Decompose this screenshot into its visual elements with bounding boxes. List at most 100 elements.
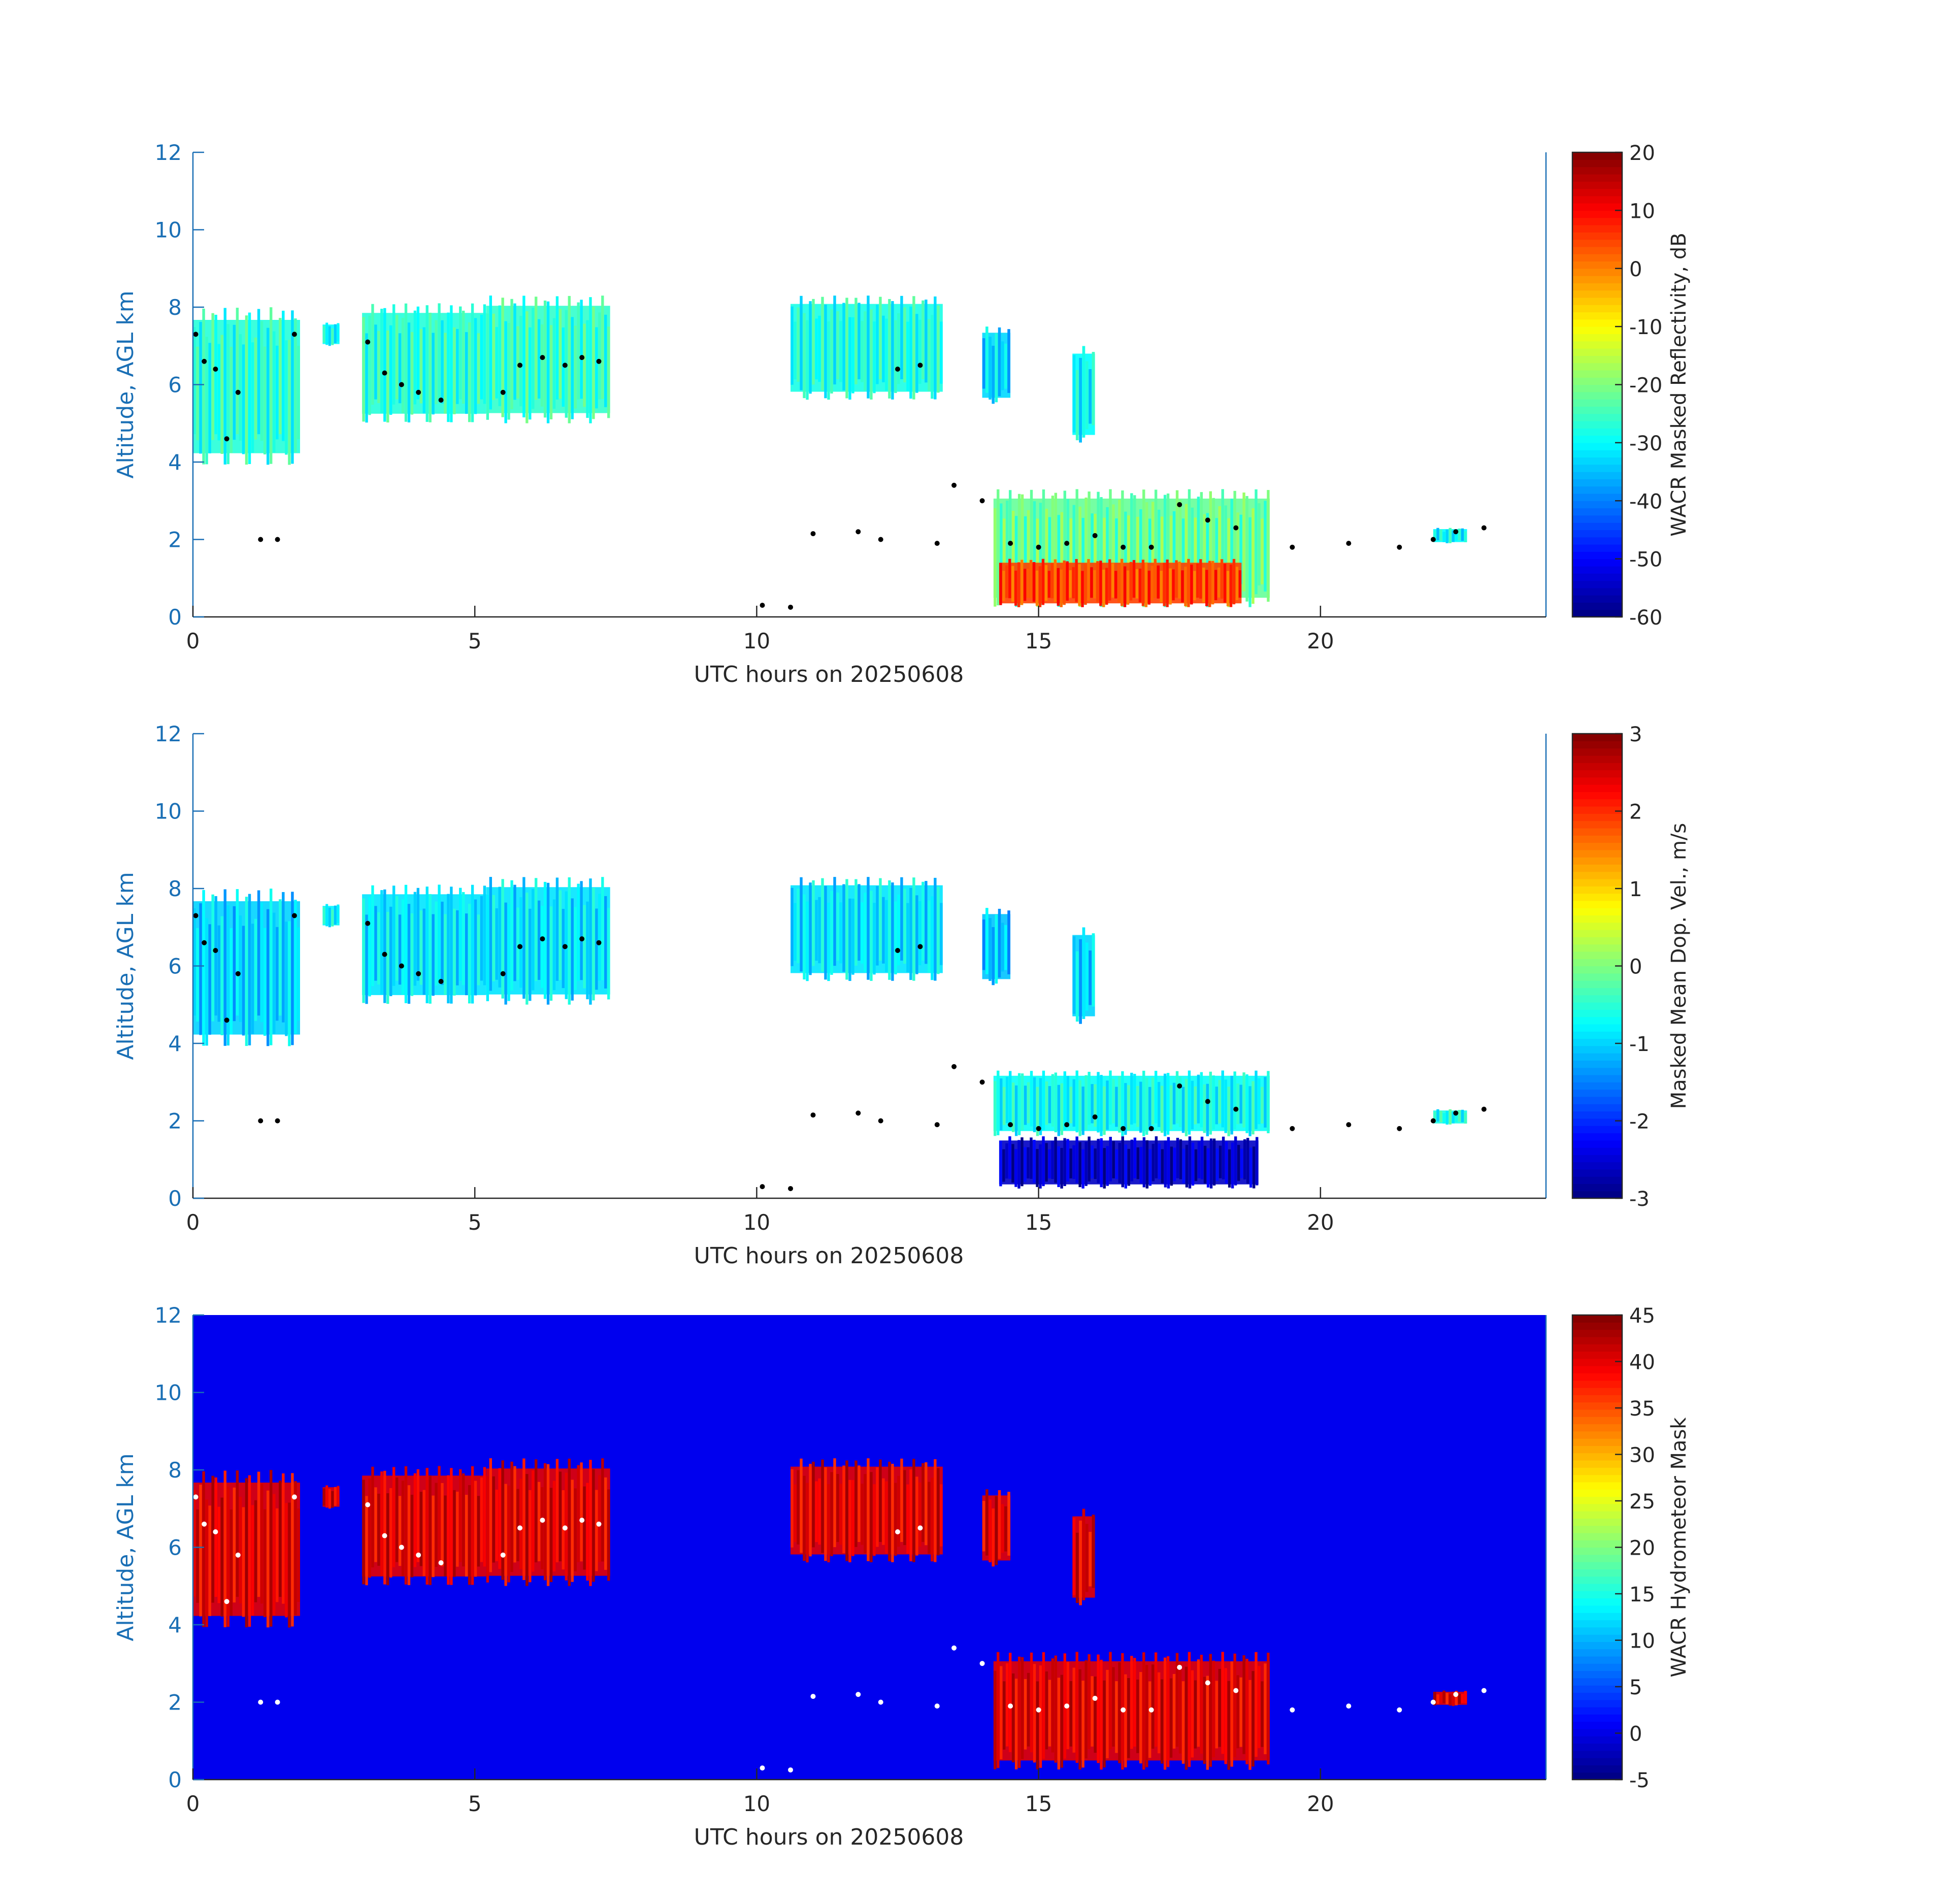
echo-streak [1191, 507, 1194, 595]
echo-streak [873, 321, 876, 393]
echo-streak [815, 318, 818, 380]
cloud-base-point [416, 971, 421, 976]
echo-streak [1096, 561, 1099, 602]
echo-streak [282, 1473, 285, 1604]
echo-streak [538, 900, 541, 980]
colorbar-swatch [1572, 246, 1622, 254]
echo-streak [812, 880, 815, 966]
echo-streak [456, 1491, 459, 1567]
echo-streak [1120, 559, 1124, 606]
echo-streak [864, 893, 867, 972]
echo-streak [937, 887, 940, 974]
echo-streak [1442, 532, 1445, 542]
echo-streak [574, 907, 577, 990]
echo-streak [1089, 1532, 1092, 1587]
echo-streak [604, 314, 607, 407]
cloud-base-point [399, 1545, 404, 1550]
y-tick-label: 8 [168, 295, 182, 320]
echo-streak [1118, 1662, 1121, 1763]
echo-streak [800, 1458, 803, 1553]
cloud-base-point [365, 921, 371, 926]
echo-streak [998, 1490, 1001, 1559]
echo-streak [1449, 1694, 1452, 1706]
echo-streak [885, 318, 888, 391]
echo-streak [447, 1475, 450, 1585]
echo-streak [897, 313, 900, 384]
cloud-base-point [517, 944, 523, 949]
echo-streak [1182, 1148, 1186, 1184]
echo-streak [546, 301, 550, 423]
echo-streak [1026, 569, 1030, 598]
echo-streak [266, 1490, 270, 1628]
echo-streak [1003, 518, 1006, 587]
echo-streak [368, 315, 371, 415]
echo-streak [833, 877, 836, 966]
echo-streak [450, 305, 453, 422]
echo-streak [362, 1480, 365, 1585]
echo-streak [1142, 489, 1145, 607]
echo-streak [879, 297, 882, 379]
echo-streak [220, 916, 223, 1035]
echo-streak [1235, 567, 1239, 600]
echo-streak [429, 894, 432, 1004]
echo-streak [836, 1473, 839, 1542]
echo-streak [809, 882, 812, 975]
echo-streak [297, 1508, 300, 1602]
colorbar-swatch [1572, 1489, 1622, 1497]
echo-streak [601, 877, 604, 980]
echo-streak [1006, 1663, 1009, 1747]
cloud-base-point [500, 971, 506, 976]
echo-streak [368, 897, 371, 997]
echo-streak [1252, 1671, 1255, 1767]
colorbar-swatch [1572, 922, 1622, 930]
echo-streak [1007, 910, 1010, 974]
echo-streak [1033, 501, 1036, 600]
echo-streak [1197, 1074, 1200, 1124]
echo-streak [1100, 1659, 1103, 1770]
colorbar-swatch [1572, 734, 1622, 741]
echo-streak [239, 334, 242, 441]
echo-streak [1017, 1140, 1021, 1189]
echo-streak [1206, 513, 1209, 607]
echo-streak [1141, 560, 1145, 606]
echo-streak [386, 911, 389, 1004]
echo-streak [543, 1463, 547, 1581]
echo-layer [193, 877, 1487, 1191]
echo-streak [374, 324, 377, 400]
echo-streak [328, 326, 331, 346]
echo-streak [233, 1487, 236, 1603]
echo-streak [1106, 1669, 1109, 1758]
echo-streak [1078, 564, 1081, 606]
echo-streak [580, 300, 583, 399]
colorbar-swatch [1572, 763, 1622, 771]
colorbar-tick-label: -60 [1629, 606, 1662, 630]
echo-streak [1449, 528, 1452, 543]
colorbar-swatch [1572, 391, 1622, 400]
echo-streak [1445, 1110, 1449, 1125]
echo-region [999, 563, 1242, 604]
colorbar-swatch [1572, 806, 1622, 814]
echo-streak [915, 1476, 918, 1556]
echo-streak [1021, 1137, 1024, 1187]
echo-streak [815, 900, 818, 961]
echo-streak [1151, 1664, 1155, 1749]
echo-streak [438, 884, 441, 981]
echo-streak [1178, 1662, 1182, 1754]
cloud-base-point [1092, 1114, 1098, 1120]
x-tick-label: 15 [1025, 1210, 1052, 1235]
echo-streak [226, 324, 230, 465]
echo-streak [410, 913, 414, 996]
colorbar-swatch [1572, 486, 1622, 494]
echo-streak [1145, 502, 1148, 605]
echo-streak [1091, 1676, 1094, 1747]
echo-streak [549, 906, 553, 1001]
echo-streak [322, 1488, 325, 1506]
echo-streak [918, 1482, 921, 1547]
echo-streak [1097, 1654, 1100, 1763]
cloud-base-point [934, 1703, 940, 1709]
echo-streak [1217, 567, 1221, 598]
echo-streak [592, 306, 595, 419]
echo-streak [1127, 1678, 1130, 1758]
echo-streak [1084, 1075, 1088, 1130]
cloud-base-point [438, 979, 444, 984]
